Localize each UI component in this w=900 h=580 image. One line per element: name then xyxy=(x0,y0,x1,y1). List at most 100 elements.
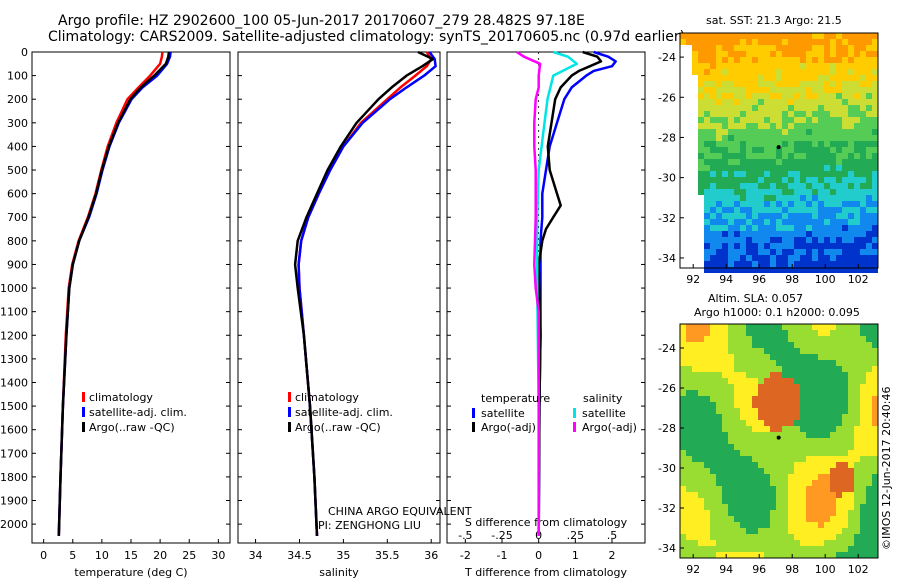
x-tick-label: 35.5 xyxy=(375,549,400,562)
map-cell xyxy=(770,99,776,105)
map-cell xyxy=(824,117,830,123)
map-cell xyxy=(782,159,788,165)
map-cell xyxy=(758,261,764,267)
map-cell xyxy=(794,153,800,159)
map-cell xyxy=(806,480,812,486)
map-cell xyxy=(704,201,710,207)
map-cell xyxy=(806,450,812,456)
map-cell xyxy=(698,354,704,360)
map-cell xyxy=(800,111,806,117)
map-cell xyxy=(866,237,872,243)
map-cell xyxy=(710,111,716,117)
map-cell xyxy=(836,402,842,408)
map-cell xyxy=(728,159,734,165)
map-cell xyxy=(866,153,872,159)
map-cell xyxy=(740,195,746,201)
map-cell xyxy=(740,546,746,552)
map-cell xyxy=(860,129,866,135)
map-cell xyxy=(770,396,776,402)
map-cell xyxy=(848,552,854,558)
map-cell xyxy=(686,462,692,468)
map-cell xyxy=(836,213,842,219)
map-cell xyxy=(848,540,854,546)
map-cell xyxy=(800,516,806,522)
map-cell xyxy=(764,522,770,528)
map-cell xyxy=(812,63,818,69)
map-cell xyxy=(680,348,686,354)
map-cell xyxy=(848,135,854,141)
map-cell xyxy=(842,243,848,249)
map-cell xyxy=(806,390,812,396)
map-cell xyxy=(764,249,770,255)
map-cell xyxy=(782,450,788,456)
map-cell xyxy=(830,330,836,336)
y-tick-label: 1800 xyxy=(0,471,28,484)
map-cell xyxy=(716,93,722,99)
map-cell xyxy=(740,324,746,330)
map-cell xyxy=(734,87,740,93)
map-cell xyxy=(836,444,842,450)
map-cell xyxy=(722,39,728,45)
map-cell xyxy=(746,330,752,336)
map-cell xyxy=(746,207,752,213)
map-cell xyxy=(740,135,746,141)
map-cell xyxy=(842,249,848,255)
map-cell xyxy=(758,396,764,402)
map-cell xyxy=(824,81,830,87)
map-cell xyxy=(818,225,824,231)
map-cell xyxy=(698,444,704,450)
map-cell xyxy=(698,414,704,420)
map-cell xyxy=(722,249,728,255)
map-cell xyxy=(740,123,746,129)
map-cell xyxy=(866,141,872,147)
map-cell xyxy=(848,57,854,63)
map-cell xyxy=(830,243,836,249)
map-cell xyxy=(782,390,788,396)
map-cell xyxy=(692,360,698,366)
map-cell xyxy=(824,420,830,426)
y-tick-label: 1200 xyxy=(0,329,28,342)
map-cell xyxy=(728,324,734,330)
map-cell xyxy=(722,444,728,450)
map-cell xyxy=(710,195,716,201)
map-cell xyxy=(794,546,800,552)
map-cell xyxy=(752,153,758,159)
map-cell xyxy=(824,540,830,546)
map-cell xyxy=(716,498,722,504)
map-cell xyxy=(860,141,866,147)
map-cell xyxy=(782,231,788,237)
map-cell xyxy=(764,438,770,444)
map-cell xyxy=(872,261,878,267)
map-cell xyxy=(824,99,830,105)
map-cell xyxy=(710,420,716,426)
map-cell xyxy=(764,390,770,396)
map-cell xyxy=(824,45,830,51)
map-cell xyxy=(710,39,716,45)
map-cell xyxy=(728,267,734,273)
map-cell xyxy=(830,81,836,87)
map-cell xyxy=(740,480,746,486)
map-cell xyxy=(716,135,722,141)
map-cell xyxy=(860,153,866,159)
map-cell xyxy=(764,69,770,75)
map-cell xyxy=(692,39,698,45)
map-cell xyxy=(860,354,866,360)
map-cell xyxy=(842,45,848,51)
map-cell xyxy=(770,153,776,159)
map-cell xyxy=(698,450,704,456)
map-cell xyxy=(692,486,698,492)
map-cell xyxy=(746,123,752,129)
map-cell xyxy=(722,468,728,474)
map-cell xyxy=(734,81,740,87)
map-cell xyxy=(752,432,758,438)
map-cell xyxy=(752,33,758,39)
map-cell xyxy=(836,522,842,528)
map-cell xyxy=(758,63,764,69)
map-cell xyxy=(740,141,746,147)
map-cell xyxy=(752,342,758,348)
map-cell xyxy=(740,438,746,444)
map-cell xyxy=(686,396,692,402)
map-cell xyxy=(746,504,752,510)
map-cell xyxy=(722,450,728,456)
map-cell xyxy=(812,528,818,534)
